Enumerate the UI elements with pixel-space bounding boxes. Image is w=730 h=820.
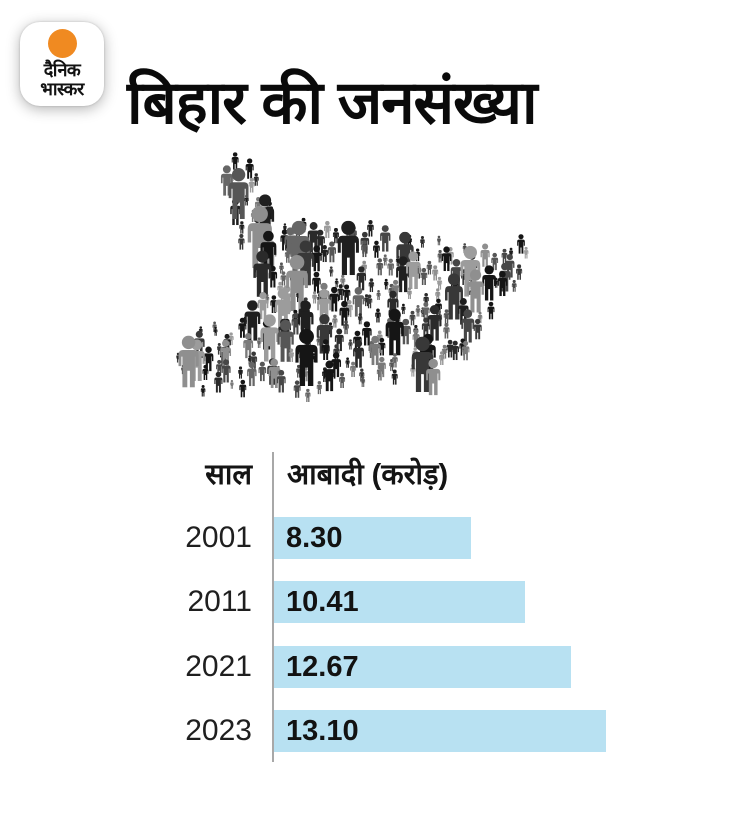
page-title: बिहार की जनसंख्या (127, 69, 538, 137)
person-icon (231, 152, 239, 170)
person-icon (443, 322, 450, 339)
person-icon (248, 177, 255, 193)
person-icon (420, 267, 428, 285)
person-icon (367, 220, 374, 237)
table-row: 2011 10.41 (160, 581, 525, 623)
logo-text-line2: भास्कर (40, 79, 84, 99)
year-label: 2011 (187, 585, 252, 618)
person-icon (337, 220, 359, 276)
person-icon (451, 340, 459, 361)
person-icon (391, 369, 398, 385)
person-icon (511, 279, 517, 292)
population-bar: 8.30 (274, 517, 471, 559)
bihar-people-map (160, 133, 570, 425)
person-icon (239, 221, 245, 234)
person-icon (487, 301, 495, 320)
population-bar: 12.67 (274, 646, 571, 688)
table-row: 2021 12.67 (160, 646, 571, 688)
person-icon (312, 271, 321, 294)
person-icon (420, 236, 425, 248)
person-icon (384, 278, 389, 290)
person-icon (334, 278, 339, 288)
person-icon (238, 366, 243, 379)
person-icon (258, 361, 267, 382)
person-icon (329, 266, 334, 277)
person-icon (373, 240, 380, 258)
year-label: 2021 (185, 650, 252, 683)
person-icon (437, 235, 441, 246)
person-icon (316, 381, 322, 395)
person-icon (426, 260, 433, 275)
person-icon (401, 303, 406, 315)
person-icon (387, 258, 395, 276)
person-icon (523, 246, 529, 259)
population-value: 10.41 (286, 585, 359, 618)
person-icon (214, 371, 223, 393)
table-row: 2001 8.30 (160, 517, 471, 559)
population-value: 8.30 (286, 521, 343, 554)
table-header: साल आबादी (करोड़) (160, 455, 448, 491)
person-icon (324, 220, 331, 239)
person-icon (407, 287, 412, 300)
people-map-svg (176, 152, 529, 402)
person-icon (293, 380, 301, 398)
person-icon (239, 379, 247, 398)
person-icon (305, 388, 311, 402)
logo-text-line1: दैनिक (43, 60, 81, 81)
person-icon (480, 243, 490, 267)
person-icon (230, 379, 234, 389)
person-icon (228, 332, 234, 346)
dainik-bhaskar-logo: दैनिक भास्कर (20, 22, 104, 106)
person-icon (446, 339, 454, 358)
person-icon (517, 234, 525, 254)
person-icon (437, 276, 443, 290)
person-icon (352, 287, 365, 317)
person-icon (368, 278, 375, 293)
person-icon (343, 320, 349, 335)
person-icon (312, 291, 317, 304)
person-icon (376, 290, 381, 300)
person-icon (415, 305, 421, 317)
person-icon (516, 264, 523, 280)
population-value: 12.67 (286, 650, 359, 683)
person-icon (245, 158, 254, 179)
population-value: 13.10 (286, 714, 359, 747)
person-icon (332, 314, 338, 328)
population-bar: 10.41 (274, 581, 525, 623)
column-divider-line (272, 452, 274, 762)
person-icon (380, 225, 391, 252)
person-icon (200, 385, 206, 397)
table-row: 2023 13.10 (160, 710, 606, 752)
year-label: 2001 (185, 521, 252, 554)
column-header-year: साल (205, 458, 252, 491)
column-header-population: आबादी (करोड़) (287, 458, 449, 491)
person-icon (345, 357, 350, 368)
sun-icon (47, 29, 77, 59)
person-icon (348, 339, 353, 350)
person-icon (327, 241, 336, 263)
person-icon (375, 308, 381, 323)
year-label: 2023 (185, 714, 252, 747)
person-icon (376, 258, 384, 276)
person-icon (238, 233, 245, 250)
population-bar: 13.10 (274, 710, 606, 752)
person-icon (482, 265, 497, 301)
person-icon (383, 254, 388, 266)
person-icon (339, 372, 346, 388)
person-icon (432, 265, 439, 281)
person-icon (409, 310, 416, 326)
